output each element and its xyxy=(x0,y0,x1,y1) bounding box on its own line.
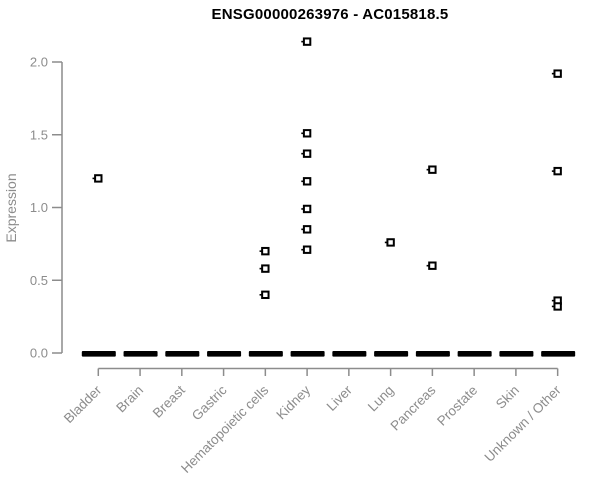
data-point-marker xyxy=(386,238,395,247)
zero-expression-cluster-dash xyxy=(207,351,242,357)
data-point-marker xyxy=(428,261,437,270)
y-tick-label: 0.0 xyxy=(30,346,48,361)
data-point-marker xyxy=(302,245,312,254)
data-point-marker xyxy=(302,149,312,158)
data-point-marker xyxy=(261,264,270,273)
x-category-label: Liver xyxy=(324,382,356,414)
data-point-marker xyxy=(261,290,270,300)
zero-expression-cluster-dash xyxy=(165,351,200,357)
x-category-label: Pancreas xyxy=(388,382,439,433)
y-tick-label: 1.5 xyxy=(30,127,48,142)
x-category-label: Breast xyxy=(150,382,188,420)
zero-expression-cluster-dash xyxy=(499,351,534,357)
x-category-label: Prostate xyxy=(434,383,480,429)
zero-expression-cluster-dash xyxy=(81,351,116,357)
x-category-label: Kidney xyxy=(273,382,313,422)
data-point-marker xyxy=(553,302,562,311)
data-point-marker xyxy=(261,246,270,256)
y-tick-label: 1.0 xyxy=(30,200,48,215)
zero-expression-cluster-dash xyxy=(332,351,367,357)
x-category-label: Unknown / Other xyxy=(482,382,565,465)
x-category-label: Lung xyxy=(365,383,397,415)
data-point-marker xyxy=(302,37,312,46)
y-tick-label: 2.0 xyxy=(30,55,48,70)
zero-expression-cluster-dash xyxy=(123,351,158,357)
data-point-marker xyxy=(428,165,437,174)
data-point-marker xyxy=(302,204,312,214)
zero-expression-cluster-dash xyxy=(290,351,325,357)
x-category-label: Bladder xyxy=(61,382,105,426)
data-point-marker xyxy=(302,129,312,138)
zero-expression-cluster-dash xyxy=(248,351,283,357)
data-point-marker xyxy=(302,225,312,234)
y-tick-label: 0.5 xyxy=(30,273,48,288)
zero-expression-cluster-dash xyxy=(374,351,409,357)
data-point-marker xyxy=(94,174,103,183)
x-category-label: Brain xyxy=(113,383,146,416)
x-category-label: Gastric xyxy=(189,382,230,423)
chart-title: ENSG00000263976 - AC015818.5 xyxy=(211,6,449,23)
x-category-label: Skin xyxy=(493,383,522,412)
zero-expression-cluster-dash xyxy=(415,351,450,357)
zero-expression-cluster-dash xyxy=(457,351,492,357)
y-axis-title: Expression xyxy=(3,173,19,242)
data-point-marker xyxy=(553,69,562,78)
zero-expression-cluster-dash xyxy=(541,351,576,357)
data-point-marker xyxy=(553,166,562,176)
data-point-marker xyxy=(302,177,312,186)
